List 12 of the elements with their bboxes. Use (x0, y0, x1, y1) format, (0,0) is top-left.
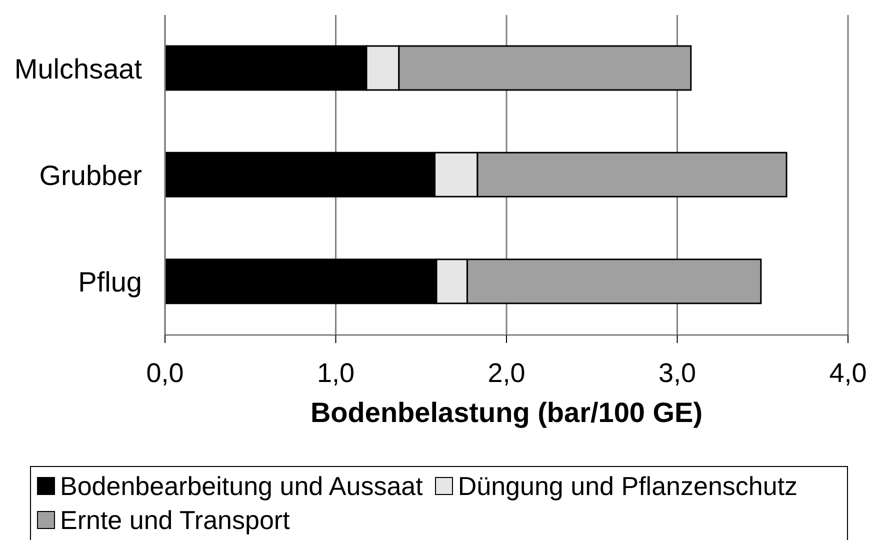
x-tick-label: 2,0 (488, 358, 526, 388)
x-tick-label: 3,0 (658, 358, 696, 388)
x-tick-label: 0,0 (146, 358, 184, 388)
legend-label: Ernte und Transport (60, 504, 290, 537)
x-tick-label: 1,0 (316, 358, 355, 388)
y-tick-label: Pflug (78, 266, 142, 298)
legend-label: Bodenbearbeitung und Aussaat (60, 470, 423, 503)
y-tick-label: Mulchsaat (14, 53, 142, 84)
x-tick-label: 4,0 (829, 358, 867, 388)
x-axis-title: Bodenbelastung (bar/100 GE) (309, 397, 704, 429)
legend-label: Düngung und Pflanzenschutz (458, 470, 798, 503)
y-tick-label: Grubber (39, 160, 142, 191)
